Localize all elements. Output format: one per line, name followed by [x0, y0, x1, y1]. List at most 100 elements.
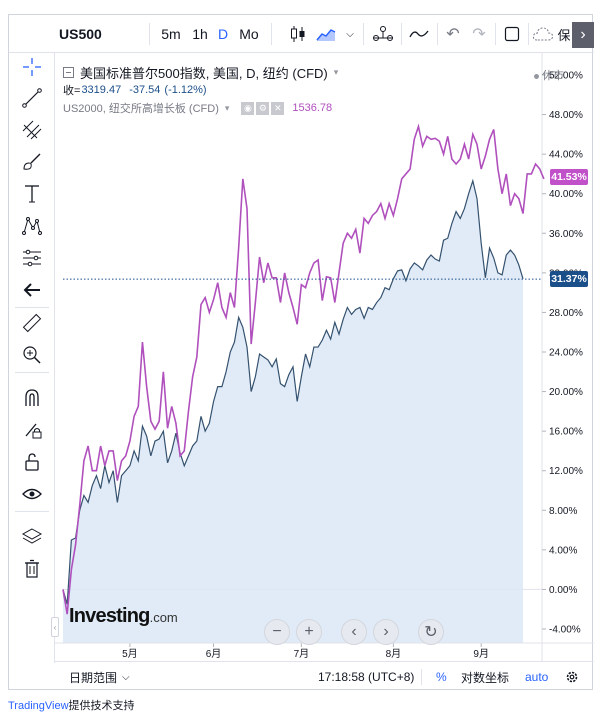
investing-logo: Investing.com	[69, 605, 178, 628]
fullscreen-icon[interactable]	[501, 15, 523, 53]
log-scale-toggle[interactable]: 对数坐标	[461, 670, 510, 685]
y-tick-label: 28.00%	[549, 308, 583, 319]
scroll-left-button[interactable]: ‹	[341, 619, 367, 645]
compare-series-title[interactable]: US2000, 纽交所高增长板 (CFD)	[63, 103, 219, 115]
powered-by-credit: TradingView提供技术支持	[8, 697, 135, 713]
toolbar-divider	[271, 23, 272, 45]
close-label: 收=	[63, 85, 81, 97]
toolbar-divider	[15, 307, 49, 308]
x-tick-label: 6月	[206, 648, 222, 660]
us500-series-line	[62, 178, 524, 605]
toolbar-divider	[421, 669, 422, 685]
x-tick-label: 5月	[122, 648, 138, 660]
toolbar-divider	[495, 23, 496, 45]
trend-line-icon[interactable]	[18, 84, 46, 112]
reset-chart-button[interactable]: ↻	[418, 619, 444, 645]
symbol-search-button[interactable]: US500	[59, 26, 102, 42]
y-tick-label: 36.00%	[549, 229, 583, 240]
crosshair-icon[interactable]	[18, 53, 46, 81]
interval-5m-button[interactable]: 5m	[161, 26, 181, 42]
status-dot-icon	[534, 73, 539, 79]
visibility-icon[interactable]: ◉	[241, 101, 255, 115]
cloud-save-icon[interactable]	[531, 15, 555, 53]
x-tick-label: 9月	[473, 648, 489, 660]
trash-icon[interactable]	[18, 555, 46, 583]
pattern-icon[interactable]	[18, 212, 46, 240]
zoom-in-icon[interactable]	[18, 341, 46, 369]
change-percent: (-1.12%)	[164, 84, 207, 96]
y-tick-label: 0.00%	[549, 585, 577, 596]
layers-icon[interactable]	[18, 523, 46, 551]
x-tick-label: 8月	[386, 648, 402, 660]
top-toolbar: US500 5m 1h D Mo ⌵ ↶ ↷ 保 ›	[9, 15, 594, 53]
interval-mo-button[interactable]: Mo	[239, 26, 259, 42]
date-range-button[interactable]: 日期范围 ⌵	[69, 662, 130, 692]
prediction-icon[interactable]	[18, 244, 46, 272]
settings-icon[interactable]: ⚙	[256, 101, 270, 115]
interval-d-button[interactable]: D	[217, 26, 229, 42]
auto-scale-toggle[interactable]: auto	[525, 670, 549, 684]
area-chart-icon[interactable]	[315, 15, 337, 53]
text-tool-icon[interactable]	[18, 180, 46, 208]
chart-svg: 52.00%48.00%44.00%40.00%36.00%32.00%28.0…	[55, 53, 594, 661]
y-tick-label: 40.00%	[549, 189, 583, 200]
chart-pane[interactable]: 52.00%48.00%44.00%40.00%36.00%32.00%28.0…	[55, 53, 594, 661]
unlock-icon[interactable]	[18, 448, 46, 476]
us2000-series-line	[62, 123, 545, 615]
y-tick-label: -4.00%	[549, 625, 581, 636]
chart-legend: 美国标准普尔500指数, 美国, D, 纽约 (CFD) ▾ 收= 3319.4…	[63, 63, 338, 117]
chevron-down-icon[interactable]: ⌵	[346, 28, 354, 40]
chevron-right-icon[interactable]: ›	[572, 22, 594, 48]
chevron-down-icon[interactable]: ▾	[224, 102, 230, 113]
arrow-left-icon[interactable]	[18, 276, 46, 304]
magnet-icon[interactable]	[18, 384, 46, 412]
zoom-in-button[interactable]: +	[296, 619, 322, 645]
date-range-label: 日期范围	[69, 670, 118, 685]
interval-1h-button[interactable]: 1h	[192, 26, 208, 42]
us500-area-fill	[63, 180, 523, 643]
redo-icon[interactable]: ↷	[472, 26, 486, 43]
legend-main-row: 美国标准普尔500指数, 美国, D, 纽约 (CFD) ▾	[63, 63, 338, 81]
main-series-title[interactable]: 美国标准普尔500指数, 美国, D, 纽约 (CFD)	[80, 65, 328, 81]
chevron-down-icon: ⌵	[122, 671, 130, 683]
logo-suffix: .com	[149, 610, 178, 625]
ruler-icon[interactable]	[18, 309, 46, 337]
left-toolbar	[9, 53, 55, 663]
y-tick-label: 8.00%	[549, 506, 577, 517]
compare-icon[interactable]	[371, 15, 395, 53]
bottom-bar: 日期范围 ⌵ 17:18:58 (UTC+8) % 对数坐标 auto	[55, 661, 594, 691]
collapse-legend-icon[interactable]	[63, 66, 74, 78]
percent-toggle[interactable]: %	[436, 670, 447, 684]
zoom-out-button[interactable]: −	[264, 619, 290, 645]
lock-drawings-icon[interactable]	[18, 416, 46, 444]
indicators-icon[interactable]	[407, 15, 431, 53]
y-tick-label: 52.00%	[549, 71, 583, 82]
eye-icon[interactable]	[18, 480, 46, 508]
pitchfork-icon[interactable]	[18, 116, 46, 144]
scroll-right-button[interactable]: ›	[373, 619, 399, 645]
y-tick-label: 20.00%	[549, 387, 583, 398]
logo-name: Investing	[69, 605, 150, 627]
y-tick-label: 24.00%	[549, 348, 583, 359]
x-tick-label: 7月	[294, 648, 310, 660]
save-label[interactable]: 保	[557, 27, 571, 43]
brush-icon[interactable]	[18, 148, 46, 176]
close-icon[interactable]: ✕	[271, 101, 285, 115]
compare-value: 1536.78	[292, 102, 333, 114]
tradingview-link[interactable]: TradingView	[8, 700, 69, 712]
chevron-down-icon[interactable]: ▾	[333, 66, 339, 77]
market-status: 休市	[534, 67, 564, 83]
candles-icon[interactable]	[287, 15, 309, 53]
legend-ohlc-row: 收= 3319.47 -37.54 (-1.12%)	[63, 81, 338, 99]
chart-widget: US500 5m 1h D Mo ⌵ ↶ ↷ 保 ›	[8, 14, 594, 691]
toolbar-divider	[437, 23, 438, 45]
y-tick-label: 4.00%	[549, 545, 577, 556]
undo-icon[interactable]: ↶	[446, 26, 460, 43]
settings-icon[interactable]	[565, 662, 579, 692]
toolbar-divider	[363, 23, 364, 45]
legend-compare-row: US2000, 纽交所高增长板 (CFD) ▾ ◉ ⚙ ✕ 1536.78	[63, 99, 338, 117]
clock-time[interactable]: 17:18:58 (UTC+8)	[318, 670, 415, 684]
market-status-label: 休市	[542, 70, 564, 82]
y-tick-label: 44.00%	[549, 150, 583, 161]
collapse-toolbar-button[interactable]: ‹	[51, 617, 59, 637]
